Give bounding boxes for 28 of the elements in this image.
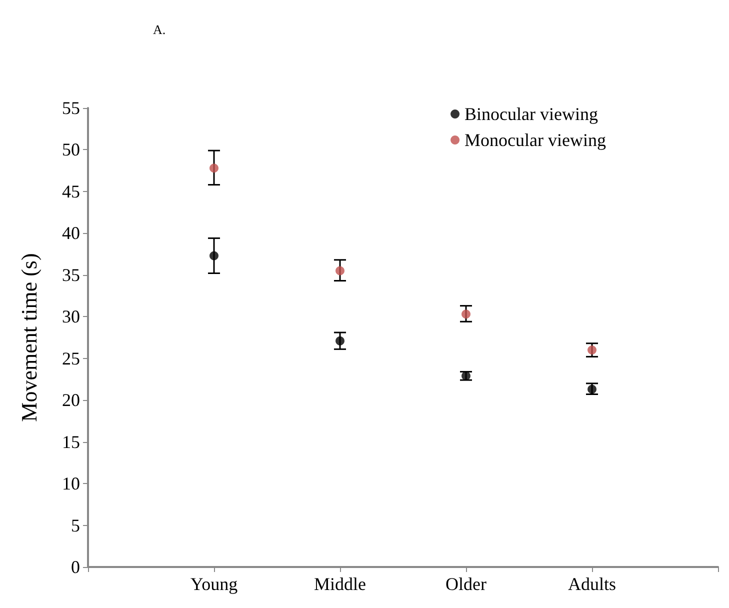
point bbox=[210, 164, 218, 173]
point bbox=[210, 251, 218, 260]
y-tick-label: 20 bbox=[62, 390, 80, 410]
point bbox=[336, 336, 344, 346]
y-tick-label: 45 bbox=[62, 181, 80, 202]
y-tick-label: 40 bbox=[62, 223, 80, 244]
x-tick-label: Young bbox=[190, 574, 238, 594]
legend-label: Binocular viewing bbox=[464, 104, 598, 124]
y-tick-label: 55 bbox=[62, 98, 80, 118]
x-tick-label: Adults bbox=[568, 574, 616, 594]
y-tick-label: 0 bbox=[71, 557, 80, 577]
point bbox=[336, 266, 344, 276]
y-tick-label: 50 bbox=[62, 140, 80, 160]
y-tick-label: 10 bbox=[62, 474, 80, 494]
point bbox=[588, 346, 596, 355]
point bbox=[462, 310, 470, 319]
chart-title: A. bbox=[153, 22, 166, 37]
y-tick-label: 30 bbox=[62, 306, 80, 327]
y-axis-title: Movement time (s) bbox=[16, 253, 42, 422]
y-tick-label: 5 bbox=[71, 515, 80, 536]
x-tick-label: Older bbox=[446, 574, 486, 594]
y-tick-label: 25 bbox=[62, 348, 80, 368]
x-tick-label: Middle bbox=[314, 574, 366, 594]
point bbox=[462, 371, 470, 380]
legend-label: Monocular viewing bbox=[464, 130, 606, 150]
y-tick-label: 15 bbox=[62, 432, 80, 452]
point bbox=[588, 384, 596, 394]
y-tick-label: 35 bbox=[62, 264, 80, 285]
